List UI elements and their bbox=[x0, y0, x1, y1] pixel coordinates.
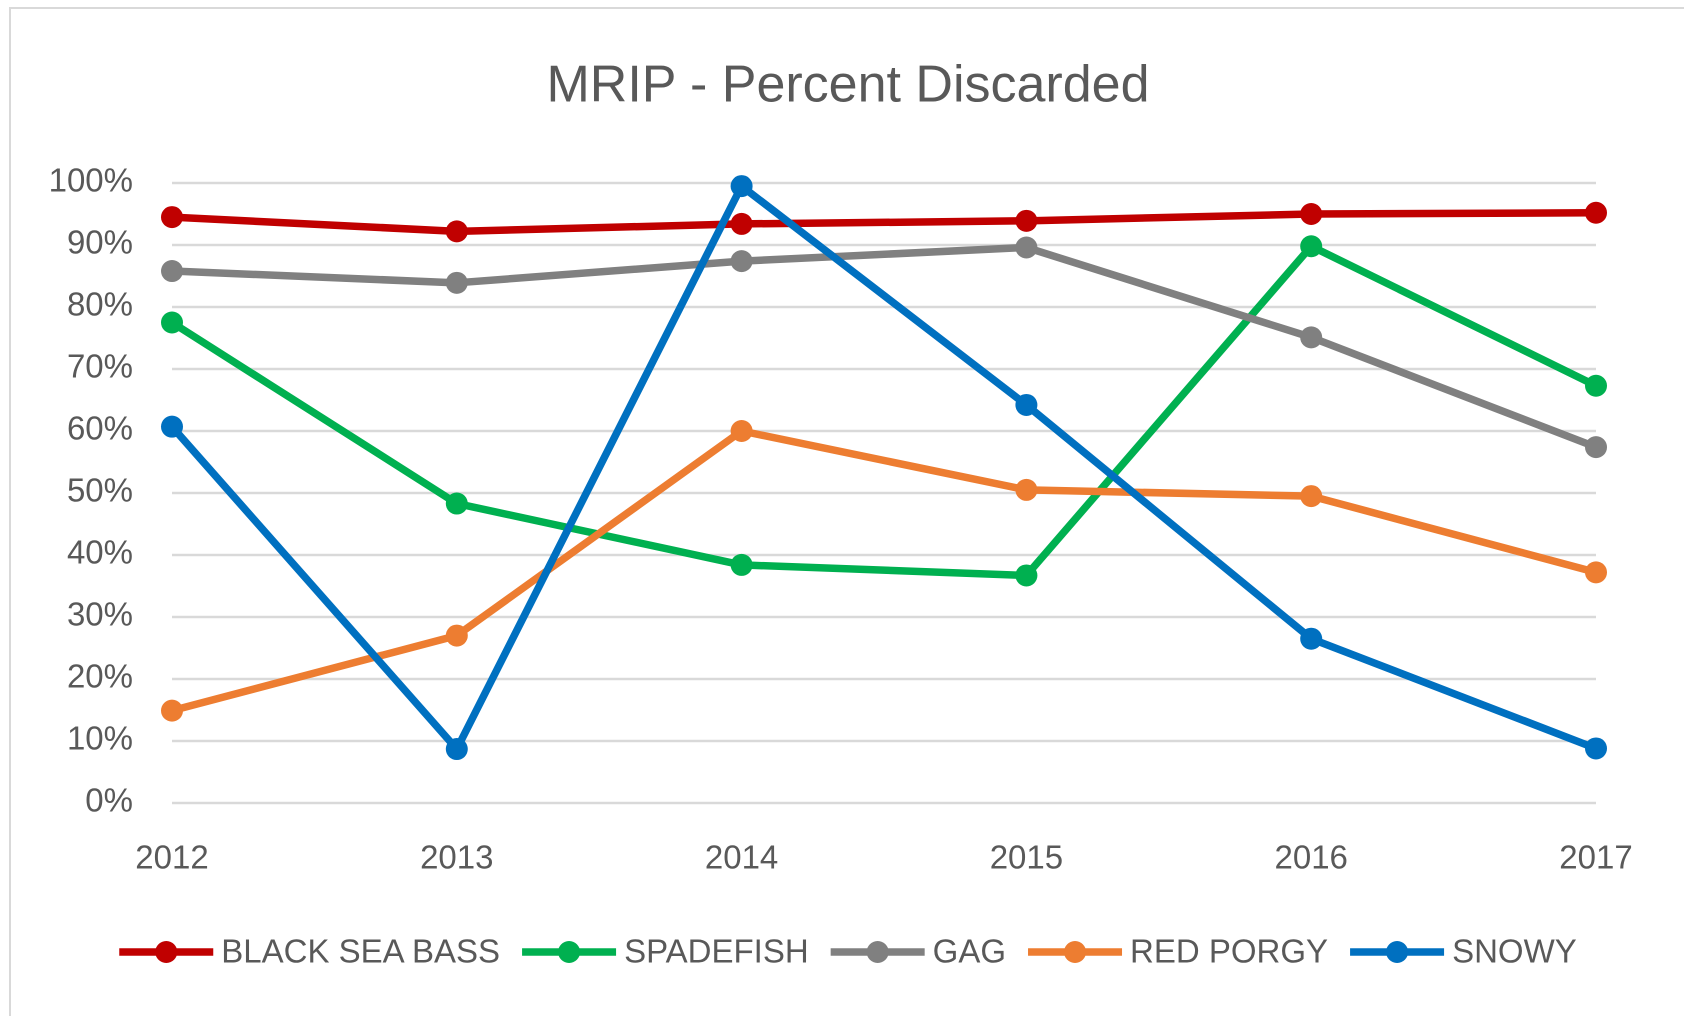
marker bbox=[730, 553, 753, 576]
series-line bbox=[171, 427, 1597, 715]
chart-frame bbox=[9, 7, 1684, 1016]
legend-label: SPADEFISH bbox=[624, 933, 809, 970]
series-line bbox=[171, 209, 1597, 236]
marker bbox=[1015, 564, 1038, 587]
legend-marker bbox=[558, 941, 581, 963]
marker bbox=[1015, 209, 1038, 232]
y-tick-label: 80% bbox=[67, 286, 133, 323]
y-tick-label: 70% bbox=[67, 348, 133, 385]
y-tick-label: 100% bbox=[49, 162, 133, 199]
marker bbox=[161, 311, 183, 334]
y-tick-label: 60% bbox=[67, 410, 133, 447]
marker bbox=[1300, 235, 1323, 258]
legend-label: BLACK SEA BASS bbox=[221, 933, 500, 970]
series-line bbox=[171, 243, 1598, 451]
x-tick-label: 2016 bbox=[1274, 839, 1347, 876]
marker bbox=[1015, 393, 1038, 416]
series-line bbox=[169, 242, 1598, 580]
y-tick-label: 30% bbox=[67, 596, 133, 633]
legend-marker bbox=[1064, 941, 1087, 963]
marker bbox=[730, 420, 753, 442]
y-tick-label: 20% bbox=[67, 658, 133, 695]
y-tick-label: 0% bbox=[85, 782, 133, 819]
legend-label: SNOWY bbox=[1452, 933, 1577, 970]
y-tick-label: 50% bbox=[67, 472, 133, 509]
marker bbox=[161, 260, 183, 283]
marker bbox=[1585, 561, 1607, 584]
marker bbox=[1585, 201, 1607, 224]
marker bbox=[1300, 627, 1323, 650]
x-tick-label: 2012 bbox=[135, 839, 208, 876]
x-tick-label: 2014 bbox=[705, 839, 778, 876]
marker bbox=[445, 738, 468, 761]
marker bbox=[1015, 236, 1038, 259]
legend-marker bbox=[155, 941, 178, 963]
marker bbox=[730, 175, 753, 198]
legend-marker bbox=[1386, 941, 1409, 963]
series-line bbox=[169, 182, 1598, 753]
legend-label: GAG bbox=[933, 933, 1006, 970]
legend-marker bbox=[866, 941, 889, 963]
marker bbox=[445, 624, 468, 647]
marker bbox=[161, 699, 183, 722]
marker bbox=[445, 492, 468, 515]
y-tick-label: 40% bbox=[67, 534, 133, 571]
marker bbox=[1015, 478, 1038, 501]
y-tick-label: 10% bbox=[67, 720, 133, 757]
marker bbox=[730, 212, 753, 235]
x-tick-label: 2013 bbox=[420, 839, 493, 876]
marker bbox=[1585, 374, 1607, 397]
x-tick-label: 2017 bbox=[1559, 839, 1632, 876]
marker bbox=[445, 220, 468, 243]
marker bbox=[445, 271, 468, 294]
marker bbox=[1585, 436, 1607, 459]
marker bbox=[730, 250, 753, 273]
marker bbox=[1300, 326, 1323, 349]
marker bbox=[1585, 737, 1607, 760]
x-tick-label: 2015 bbox=[990, 839, 1063, 876]
marker bbox=[161, 206, 183, 229]
chart-title: MRIP - Percent Discarded bbox=[546, 56, 1149, 114]
y-tick-label: 90% bbox=[67, 224, 133, 261]
marker bbox=[1300, 203, 1323, 225]
marker bbox=[1300, 485, 1323, 508]
legend-label: RED PORGY bbox=[1130, 933, 1328, 970]
marker bbox=[161, 415, 183, 438]
